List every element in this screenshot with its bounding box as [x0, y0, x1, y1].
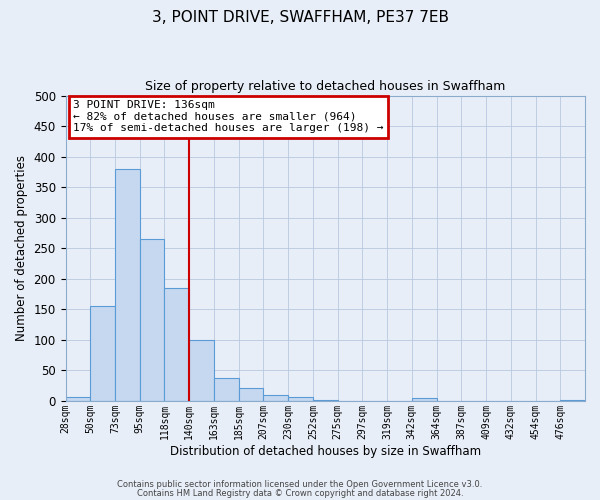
- Bar: [189, 340, 214, 401]
- Text: 3 POINT DRIVE: 136sqm
← 82% of detached houses are smaller (964)
17% of semi-det: 3 POINT DRIVE: 136sqm ← 82% of detached …: [73, 100, 384, 134]
- Bar: [560, 400, 585, 401]
- Bar: [164, 288, 189, 401]
- Bar: [313, 400, 338, 401]
- Bar: [90, 306, 115, 401]
- Text: Contains public sector information licensed under the Open Government Licence v3: Contains public sector information licen…: [118, 480, 482, 489]
- X-axis label: Distribution of detached houses by size in Swaffham: Distribution of detached houses by size …: [170, 444, 481, 458]
- Text: 3, POINT DRIVE, SWAFFHAM, PE37 7EB: 3, POINT DRIVE, SWAFFHAM, PE37 7EB: [151, 10, 449, 25]
- Title: Size of property relative to detached houses in Swaffham: Size of property relative to detached ho…: [145, 80, 505, 93]
- Bar: [115, 169, 140, 401]
- Y-axis label: Number of detached properties: Number of detached properties: [15, 155, 28, 341]
- Bar: [263, 395, 288, 401]
- Bar: [288, 396, 313, 401]
- Bar: [214, 378, 239, 401]
- Bar: [65, 398, 90, 401]
- Bar: [140, 239, 164, 401]
- Text: Contains HM Land Registry data © Crown copyright and database right 2024.: Contains HM Land Registry data © Crown c…: [137, 488, 463, 498]
- Bar: [239, 388, 263, 401]
- Bar: [412, 398, 437, 401]
